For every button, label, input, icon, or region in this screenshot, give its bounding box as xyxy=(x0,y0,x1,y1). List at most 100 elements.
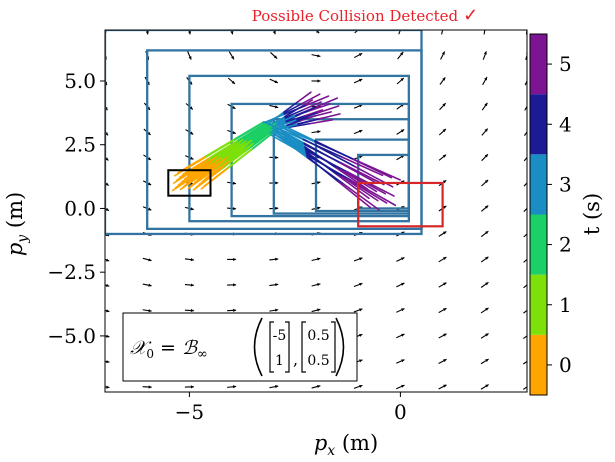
field-arrow-head xyxy=(484,154,488,158)
field-arrow xyxy=(398,26,402,35)
field-arrow xyxy=(311,283,321,287)
field-arrow-head xyxy=(484,77,487,81)
field-arrow xyxy=(396,282,405,288)
field-arrow-shaft xyxy=(523,309,527,314)
field-arrow xyxy=(438,128,447,136)
check-icon: ✓ xyxy=(463,5,478,26)
field-arrow-head xyxy=(148,385,152,389)
field-arrow-head xyxy=(190,207,194,211)
field-arrow-head xyxy=(233,257,237,262)
x-tick-label: −5 xyxy=(175,400,204,424)
field-arrow xyxy=(142,283,152,287)
field-arrow-head xyxy=(359,333,363,337)
field-arrow xyxy=(269,78,279,84)
trajectory-segment xyxy=(305,150,339,176)
field-arrow xyxy=(480,256,489,263)
field-arrow-head xyxy=(188,31,192,35)
trajectory-segment xyxy=(296,112,319,121)
field-arrow xyxy=(188,30,192,35)
field-arrow-head xyxy=(401,359,405,363)
field-arrow xyxy=(438,358,447,365)
field-arrow-head xyxy=(317,308,321,312)
field-arrow xyxy=(523,360,527,365)
unsafe-set xyxy=(357,181,444,228)
trajectory-segment xyxy=(305,95,330,107)
colorbar-band xyxy=(530,274,547,335)
field-arrow-shaft xyxy=(523,233,527,238)
trajectory-segment xyxy=(285,115,306,123)
colorbar-tick-label: 0 xyxy=(559,353,572,377)
field-arrow-head xyxy=(401,384,405,388)
trajectory-segment xyxy=(283,102,303,115)
y-tick-label: 0.0 xyxy=(64,196,96,220)
field-arrow-head xyxy=(359,257,363,261)
trajectory-segment xyxy=(242,121,272,140)
trajectory-segment xyxy=(315,144,356,168)
field-arrow xyxy=(483,26,486,35)
chart-title: Possible Collision Detected ✓ xyxy=(252,5,478,26)
center-bracket-left xyxy=(269,321,274,373)
radius-x: 0.5 xyxy=(307,328,329,344)
field-arrow-head xyxy=(275,155,279,160)
field-arrow-head xyxy=(275,181,279,185)
field-arrow-head xyxy=(275,257,279,261)
annotation-lhs: 𝒳0 = ℬ∞ xyxy=(130,337,208,362)
field-arrow-head xyxy=(275,206,279,210)
field-arrow xyxy=(227,77,236,85)
field-arrow xyxy=(438,282,447,288)
field-arrow xyxy=(228,51,235,60)
trajectory-segment xyxy=(286,119,302,127)
field-arrow-head xyxy=(272,30,276,35)
field-arrow xyxy=(105,182,110,186)
trajectory-segment xyxy=(342,182,380,211)
field-arrow xyxy=(480,281,489,288)
trajectory-segment xyxy=(306,155,340,183)
field-arrow-head xyxy=(105,132,108,136)
trajectory-segment xyxy=(283,104,308,116)
colorbar-band xyxy=(530,154,547,215)
colorbar-tick-label: 1 xyxy=(559,293,572,317)
field-arrow xyxy=(522,386,527,390)
field-arrow-head xyxy=(485,256,489,260)
field-arrow-shaft xyxy=(523,131,527,136)
field-arrow-head xyxy=(358,129,363,133)
field-arrow-shaft xyxy=(525,53,527,60)
trajectory-segment xyxy=(308,111,332,119)
field-arrow-head xyxy=(232,207,237,211)
trajectory-segment xyxy=(275,121,316,142)
field-arrow-head xyxy=(483,26,486,29)
field-arrow-head xyxy=(526,26,529,29)
field-arrow-head xyxy=(359,359,363,363)
field-arrow xyxy=(184,308,194,313)
trajectory-segment xyxy=(337,181,372,209)
field-arrow-head xyxy=(148,283,152,287)
field-arrow xyxy=(480,333,489,339)
field-arrow-head xyxy=(443,257,447,261)
field-arrow xyxy=(396,256,405,262)
field-arrow-head xyxy=(317,257,321,261)
field-arrow-head xyxy=(317,54,321,58)
field-arrow-head xyxy=(441,51,445,55)
trajectory-segment xyxy=(194,156,223,176)
trajectory-segment xyxy=(336,174,370,200)
field-arrow-head xyxy=(442,180,447,184)
field-arrow-head xyxy=(483,51,487,55)
field-arrow xyxy=(270,52,278,59)
field-arrow-head xyxy=(399,26,402,29)
field-arrow-head xyxy=(317,283,321,287)
trajectory-segment xyxy=(264,126,307,151)
field-arrow-head xyxy=(147,156,151,160)
field-arrow xyxy=(105,334,110,338)
field-arrow xyxy=(481,128,489,136)
field-arrow xyxy=(439,77,446,85)
field-arrow-head xyxy=(443,333,447,337)
field-arrow-shaft xyxy=(524,105,527,111)
field-arrow-head xyxy=(443,359,447,363)
field-arrow xyxy=(227,385,237,389)
trajectory-segment xyxy=(181,156,212,176)
field-arrow-head xyxy=(400,129,405,133)
field-arrow xyxy=(482,76,488,86)
field-arrow-head xyxy=(190,258,194,262)
reach-box-6 xyxy=(357,153,410,210)
